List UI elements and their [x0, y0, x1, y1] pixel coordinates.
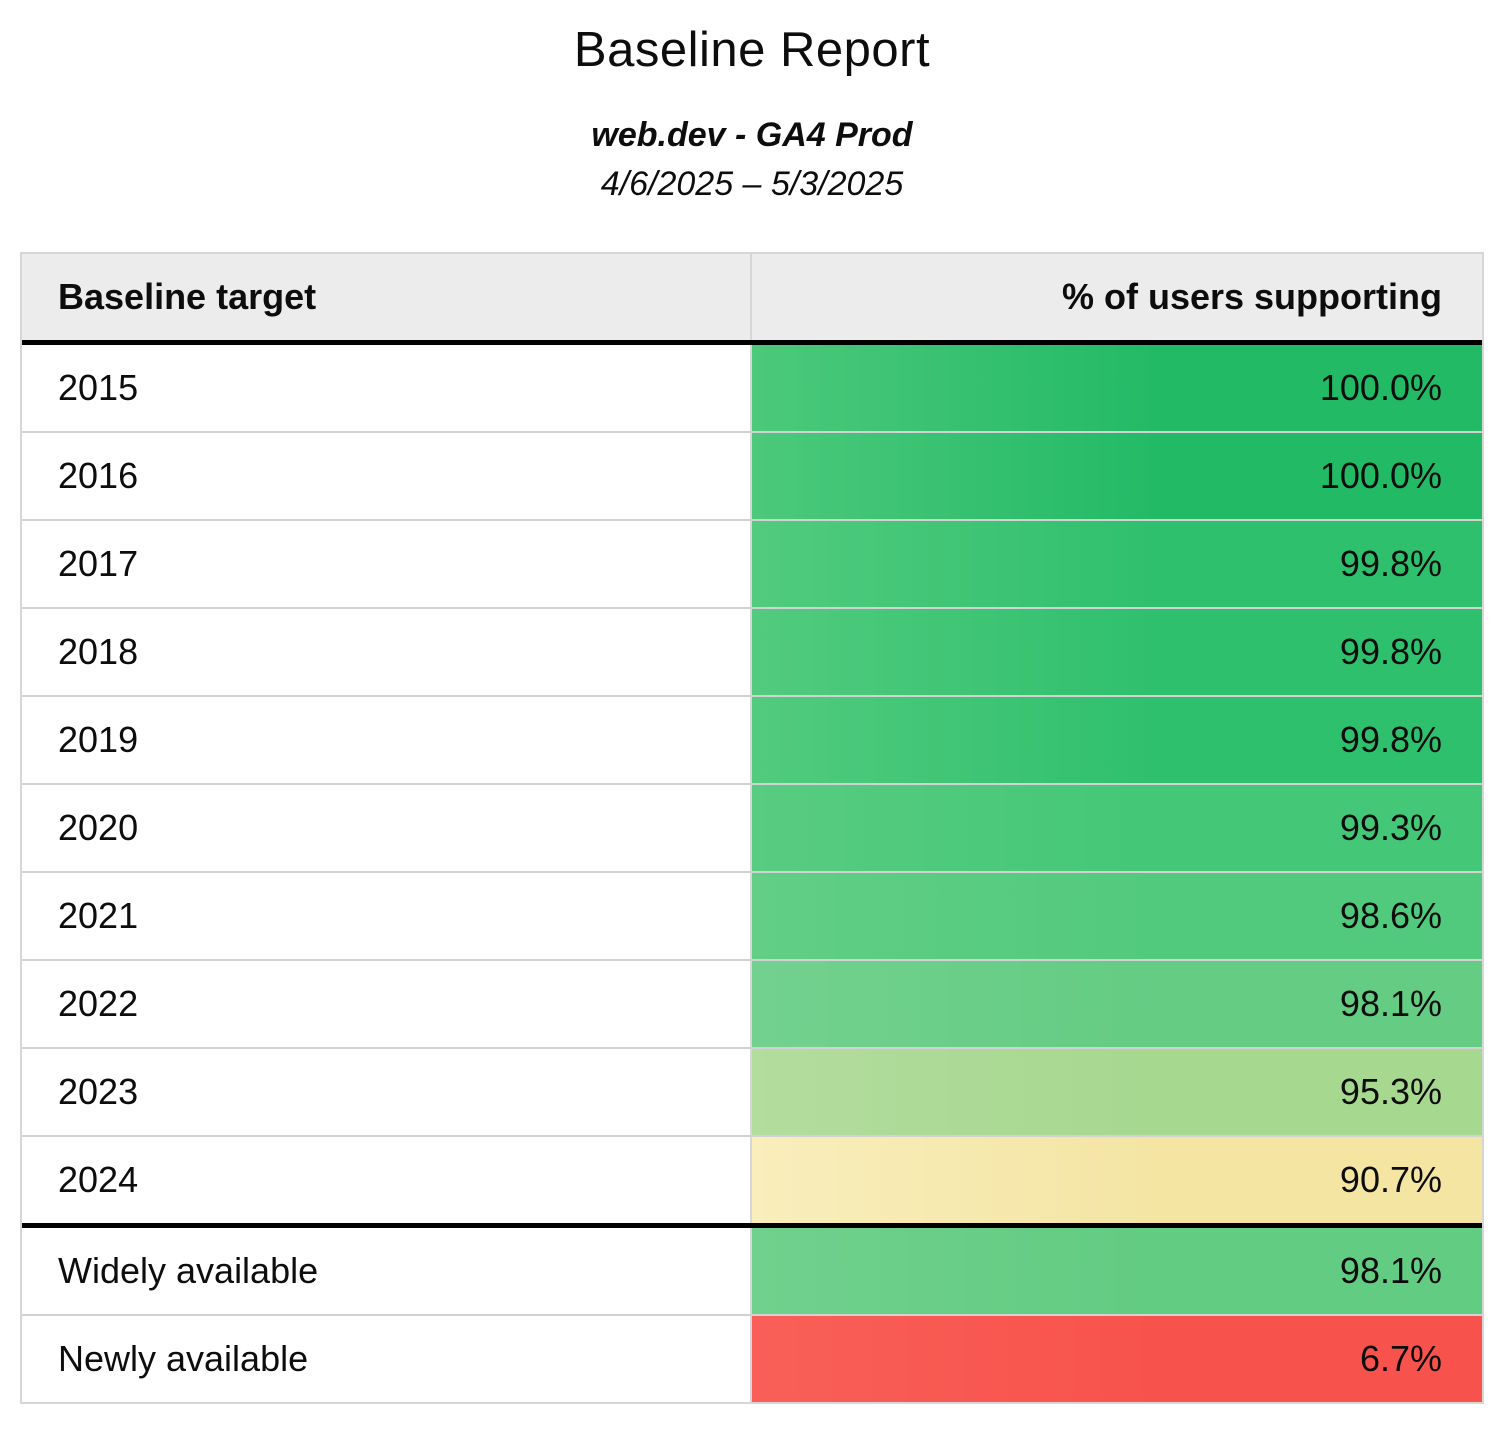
table-row: 2021 98.6% — [22, 871, 1482, 959]
baseline-target-cell: 2024 — [22, 1137, 752, 1223]
table-row: 2016 100.0% — [22, 431, 1482, 519]
column-header-users-supporting: % of users supporting — [1061, 276, 1442, 317]
table-row: 2024 90.7% — [22, 1135, 1482, 1223]
table-row: 2015 100.0% — [22, 345, 1482, 431]
baseline-target-cell: 2022 — [22, 961, 752, 1047]
baseline-target-cell: 2020 — [22, 785, 752, 871]
users-supporting-cell: 99.8% — [752, 609, 1482, 695]
baseline-target-cell: 2019 — [22, 697, 752, 783]
users-supporting-cell: 98.6% — [752, 873, 1482, 959]
table-header-row: Baseline target % of users supporting — [22, 254, 1482, 345]
report-property-name: web.dev - GA4 Prod — [591, 116, 913, 154]
users-supporting-cell: 100.0% — [752, 345, 1482, 431]
baseline-target-cell: Newly available — [22, 1316, 752, 1402]
users-supporting-cell: 98.1% — [752, 1228, 1482, 1314]
report-date-range: 4/6/2025 – 5/3/2025 — [600, 165, 904, 203]
baseline-table: Baseline target % of users supporting 20… — [20, 252, 1484, 1404]
table-row: 2022 98.1% — [22, 959, 1482, 1047]
baseline-target-cell: 2018 — [22, 609, 752, 695]
baseline-target-cell: 2023 — [22, 1049, 752, 1135]
baseline-target-cell: 2016 — [22, 433, 752, 519]
table-row: 2023 95.3% — [22, 1047, 1482, 1135]
baseline-target-cell: 2021 — [22, 873, 752, 959]
page-title: Baseline Report — [573, 23, 931, 77]
table-row: 2019 99.8% — [22, 695, 1482, 783]
baseline-target-cell: 2017 — [22, 521, 752, 607]
table-row: 2018 99.8% — [22, 607, 1482, 695]
users-supporting-cell: 99.8% — [752, 521, 1482, 607]
column-header-baseline-target: Baseline target — [22, 254, 752, 340]
table-row: Widely available 98.1% — [22, 1223, 1482, 1314]
users-supporting-cell: 100.0% — [752, 433, 1482, 519]
table-row: 2020 99.3% — [22, 783, 1482, 871]
users-supporting-cell: 99.3% — [752, 785, 1482, 871]
users-supporting-cell: 98.1% — [752, 961, 1482, 1047]
users-supporting-cell: 6.7% — [752, 1316, 1482, 1402]
baseline-report-page: Baseline Report web.dev - GA4 Prod 4/6/2… — [0, 22, 1504, 1448]
baseline-target-cell: 2015 — [22, 345, 752, 431]
table-row: 2017 99.8% — [22, 519, 1482, 607]
users-supporting-cell: 95.3% — [752, 1049, 1482, 1135]
users-supporting-cell: 90.7% — [752, 1137, 1482, 1223]
users-supporting-cell: 99.8% — [752, 697, 1482, 783]
table-row: Newly available 6.7% — [22, 1314, 1482, 1402]
baseline-target-cell: Widely available — [22, 1228, 752, 1314]
